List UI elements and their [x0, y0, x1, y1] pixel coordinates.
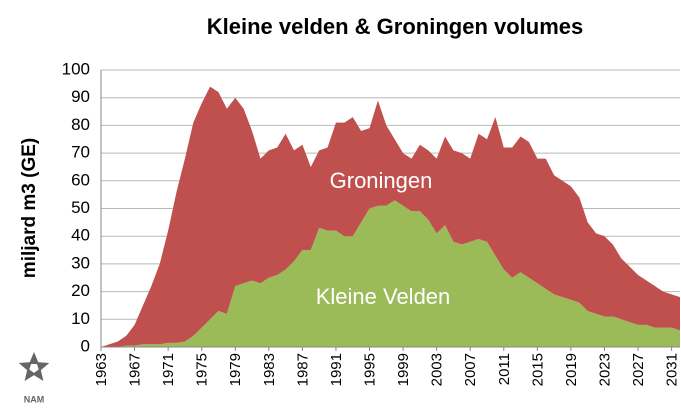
x-tick-label: 1975 [194, 353, 211, 386]
y-tick-label: 60 [71, 170, 90, 189]
x-tick-label: 1999 [395, 353, 412, 386]
x-tick-label: 1963 [93, 353, 110, 386]
series-label: Groningen [330, 168, 433, 193]
x-tick-label: 1971 [160, 353, 177, 386]
y-tick-label: 0 [81, 336, 90, 355]
y-tick-label: 80 [71, 115, 90, 134]
area [101, 200, 680, 347]
x-tick-label: 2003 [429, 353, 446, 386]
logo [18, 352, 50, 381]
x-tick-label: 1967 [127, 353, 144, 386]
x-tick-label: 2011 [496, 353, 513, 385]
y-tick-label: 10 [71, 309, 90, 328]
x-tick-label: 2007 [462, 353, 479, 386]
x-tick-label: 2023 [596, 353, 613, 386]
x-tick-label: 2015 [529, 353, 546, 386]
x-tick-label: 1991 [328, 353, 345, 386]
area [101, 86, 680, 348]
y-tick-label: 40 [71, 226, 90, 245]
x-tick-label: 1995 [361, 353, 378, 386]
x-tick-label: 2031 [664, 353, 681, 386]
x-tick-label: 1983 [261, 353, 278, 386]
y-tick-label: 20 [71, 281, 90, 300]
x-tick-label: 2027 [630, 353, 647, 386]
logo-text: NAM [24, 394, 45, 404]
y-tick-label: 50 [71, 198, 90, 217]
y-tick-label: 70 [71, 143, 90, 162]
y-tick-label: 90 [71, 87, 90, 106]
series-label: Kleine Velden [316, 284, 451, 309]
x-tick-label: 1979 [227, 353, 244, 386]
y-tick-label: 100 [62, 59, 90, 78]
chart-title: Kleine velden & Groningen volumes [207, 14, 584, 39]
x-tick-label: 2019 [563, 353, 580, 386]
y-axis-label: miljard m3 (GE) [19, 138, 40, 278]
x-tick-label: 1987 [294, 353, 311, 386]
y-tick-label: 30 [71, 253, 90, 272]
